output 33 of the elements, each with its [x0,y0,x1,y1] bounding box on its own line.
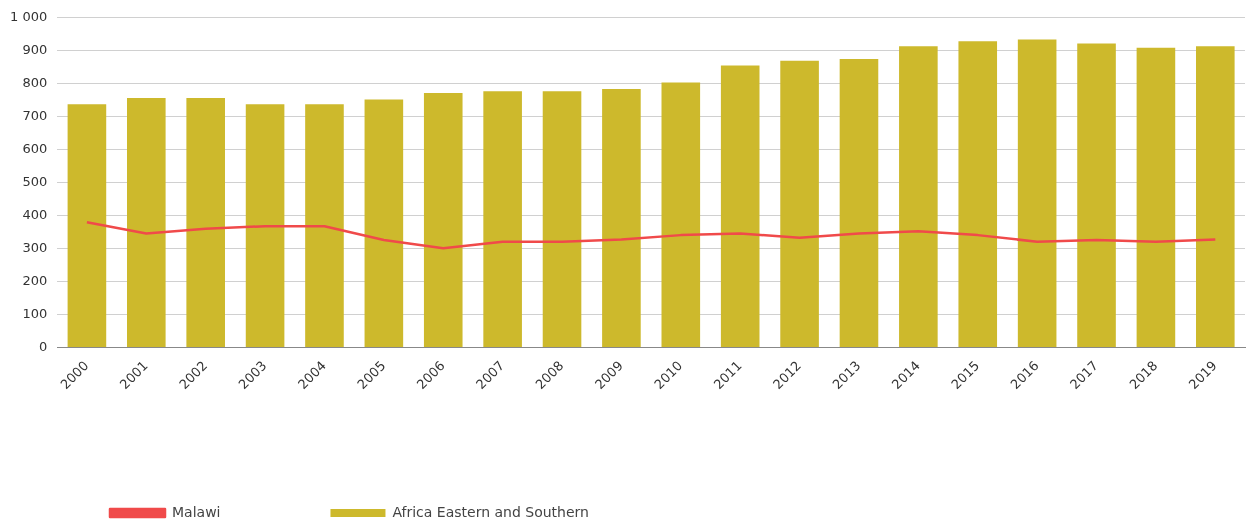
bar [958,41,998,348]
bar [127,97,166,348]
bar [245,104,285,348]
y-tick-label: 100 [22,305,48,321]
y-tick-label: 0 [38,338,48,354]
bar [1136,47,1176,348]
bar [602,89,641,348]
bar [1077,43,1116,348]
bar [364,99,404,348]
legend-label: Malawi [172,503,221,520]
bar [899,46,938,348]
bar [1017,39,1057,348]
bar [839,59,879,348]
bar [780,60,819,348]
bar [542,91,582,348]
legend-label: Africa Eastern and Southern [392,503,589,520]
bar [1196,46,1235,348]
y-tick-label: 700 [22,108,48,124]
y-tick-label: 500 [22,174,48,190]
y-tick-label: 800 [22,75,48,91]
bar [720,65,760,348]
y-tick-label: 1 000 [10,9,48,25]
bar [483,91,522,348]
y-tick-label: 200 [22,273,48,288]
y-tick-label: 600 [22,141,48,157]
y-tick-label: 900 [22,42,48,58]
bar [423,92,463,348]
bar [305,104,344,348]
y-tick-label: 300 [22,240,48,256]
y-tick-label: 400 [22,207,48,223]
bar [67,104,107,348]
bar [186,97,225,348]
bar [661,82,701,348]
